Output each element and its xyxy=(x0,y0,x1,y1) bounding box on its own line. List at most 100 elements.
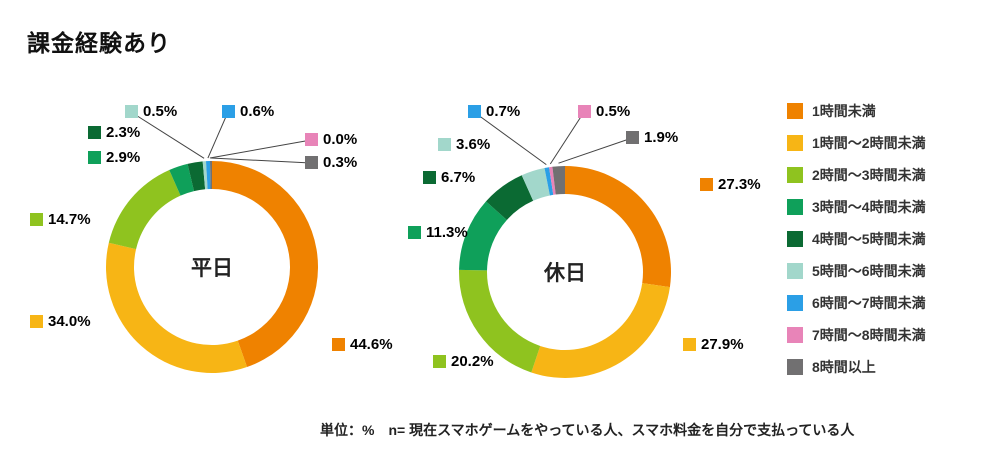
donut-segment xyxy=(202,161,208,190)
color-chip xyxy=(626,131,639,144)
segment-value-label: 34.0% xyxy=(30,314,91,329)
color-chip xyxy=(423,171,436,184)
percent-value: 14.7% xyxy=(48,211,91,228)
segment-value-label: 27.3% xyxy=(700,177,761,192)
segment-value-label: 44.6% xyxy=(332,337,393,352)
legend-color-chip xyxy=(787,199,803,215)
segment-value-label: 2.3% xyxy=(88,125,140,140)
holiday-donut-chart: 休日 27.3% 27.9% 20.2% 11.3% 6.7% 3.6% 0.7% 0.5% 1… xyxy=(370,85,761,415)
legend-item: 2時間～3時間未満 xyxy=(787,167,926,183)
legend-item: 8時間以上 xyxy=(787,359,926,375)
donut-segment xyxy=(549,166,556,195)
donut-segment xyxy=(459,201,507,271)
legend-label: 8時間以上 xyxy=(812,359,876,375)
donut-segment xyxy=(485,175,534,220)
segment-value-label: 3.6% xyxy=(438,137,490,152)
percent-value: 0.3% xyxy=(323,154,358,171)
color-chip xyxy=(408,226,421,239)
segment-value-label: 27.9% xyxy=(683,337,744,352)
legend-color-chip xyxy=(787,231,803,247)
donut-segment xyxy=(521,168,550,201)
segment-value-label: 0.0% xyxy=(305,132,357,147)
legend-color-chip xyxy=(787,295,803,311)
donut-segment xyxy=(206,161,211,190)
percent-value: 0.5% xyxy=(596,103,631,120)
percent-value: 0.5% xyxy=(143,103,178,120)
legend-item: 4時間～5時間未満 xyxy=(787,231,926,247)
legend-item: 1時間未満 xyxy=(787,103,926,119)
weekday-donut-chart: 平日 44.6% 34.0% 14.7% 2.9% 2.3% 0.5% 0.6% 0.0% 0.… xyxy=(15,85,393,415)
legend-item: 3時間～4時間未満 xyxy=(787,199,926,215)
color-chip xyxy=(700,178,713,191)
percent-value: 2.9% xyxy=(106,149,141,166)
color-chip xyxy=(30,213,43,226)
segment-value-label: 6.7% xyxy=(423,170,475,185)
leader-line xyxy=(210,157,312,164)
segment-value-label: 0.7% xyxy=(468,104,520,119)
donut-segment xyxy=(458,269,541,373)
footnote: 単位：% n= 現在スマホゲームをやっている人、スマホ料金を自分で支払っている人 xyxy=(320,422,855,438)
legend-item: 5時間～6時間未満 xyxy=(787,263,926,279)
leader-line xyxy=(207,111,229,159)
percent-value: 2.3% xyxy=(106,124,141,141)
percent-value: 11.3% xyxy=(426,224,468,241)
legend-color-chip xyxy=(787,263,803,279)
color-chip xyxy=(683,338,696,351)
color-chip xyxy=(433,355,446,368)
segment-value-label: 14.7% xyxy=(30,212,91,227)
percent-value: 3.6% xyxy=(456,136,491,153)
donut-segment xyxy=(108,170,181,250)
segment-value-label: 11.3% xyxy=(408,225,468,240)
color-chip xyxy=(30,315,43,328)
legend: 1時間未満 1時間～2時間未満 2時間～3時間未満 3時間～4時間未満 4時間～5時間未… xyxy=(787,103,926,375)
donut-segment xyxy=(210,161,212,190)
legend-label: 5時間～6時間未満 xyxy=(812,263,926,279)
percent-value: 34.0% xyxy=(48,313,91,330)
segment-value-label: 0.5% xyxy=(578,104,630,119)
donut-segment xyxy=(212,161,319,368)
color-chip xyxy=(305,133,318,146)
percent-value: 0.6% xyxy=(240,103,275,120)
donut-segment xyxy=(531,283,670,378)
color-chip xyxy=(125,105,138,118)
leader-line xyxy=(209,139,312,159)
leader-line xyxy=(130,111,205,159)
color-chip xyxy=(468,105,481,118)
percent-value: 1.9% xyxy=(644,129,679,146)
percent-value: 0.0% xyxy=(323,131,358,148)
leader-line xyxy=(473,111,547,166)
percent-value: 0.7% xyxy=(486,103,521,120)
legend-item: 7時間～8時間未満 xyxy=(787,327,926,343)
donut-segment xyxy=(187,161,206,192)
color-chip xyxy=(222,105,235,118)
percent-value: 6.7% xyxy=(441,169,476,186)
leader-line xyxy=(558,137,633,164)
segment-value-label: 0.6% xyxy=(222,104,274,119)
percent-value: 27.9% xyxy=(701,336,744,353)
legend-color-chip xyxy=(787,167,803,183)
donut-segment xyxy=(544,167,554,196)
legend-label: 6時間～7時間未満 xyxy=(812,295,926,311)
color-chip xyxy=(88,151,101,164)
legend-label: 3時間～4時間未満 xyxy=(812,199,926,215)
donut-segment xyxy=(106,242,247,374)
weekday-center-label: 平日 xyxy=(191,257,233,280)
segment-value-label: 2.9% xyxy=(88,150,140,165)
color-chip xyxy=(438,138,451,151)
legend-label: 2時間～3時間未満 xyxy=(812,167,926,183)
segment-value-label: 1.9% xyxy=(626,130,678,145)
donut-segment xyxy=(552,166,565,195)
legend-label: 1時間～2時間未満 xyxy=(812,135,926,151)
legend-color-chip xyxy=(787,103,803,119)
percent-value: 27.3% xyxy=(718,176,761,193)
legend-item: 6時間～7時間未満 xyxy=(787,295,926,311)
legend-color-chip xyxy=(787,327,803,343)
segment-value-label: 0.3% xyxy=(305,155,357,170)
legend-color-chip xyxy=(787,359,803,375)
legend-label: 1時間未満 xyxy=(812,103,876,119)
legend-item: 1時間～2時間未満 xyxy=(787,135,926,151)
segment-value-label: 0.5% xyxy=(125,104,177,119)
color-chip xyxy=(332,338,345,351)
legend-label: 7時間～8時間未満 xyxy=(812,327,926,343)
holiday-center-label: 休日 xyxy=(544,262,586,285)
